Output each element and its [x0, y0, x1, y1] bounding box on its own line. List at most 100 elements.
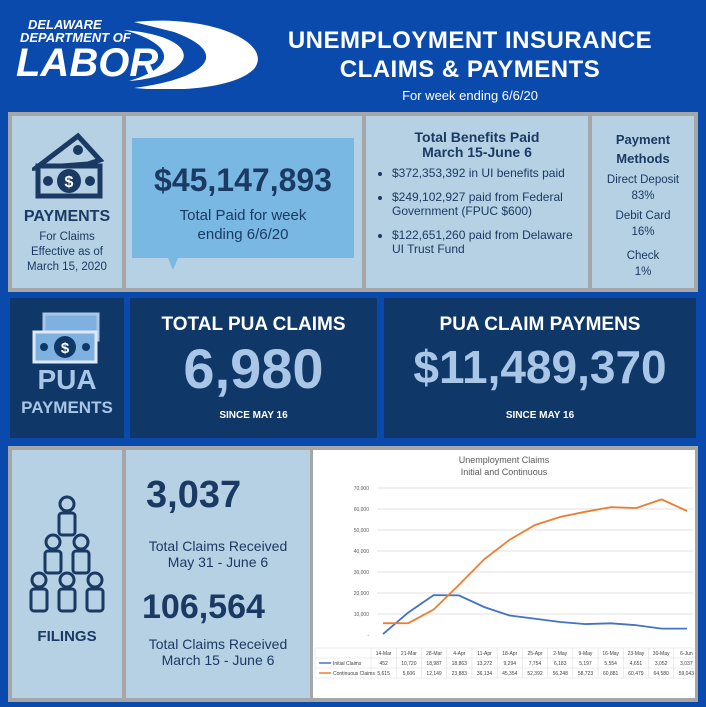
- table-cell: 3,037: [680, 661, 693, 667]
- y-tick-label: 60,000: [354, 507, 370, 513]
- methods-list: Direct Deposit 83% Debit Card 16% Check 1%: [592, 172, 694, 280]
- methods-title: Payment Methods: [592, 130, 694, 168]
- y-tick-label: 20,000: [354, 591, 370, 597]
- table-cell: 7,754: [529, 661, 542, 667]
- title-line: Methods: [616, 151, 670, 166]
- pua-payments-since: SINCE MAY 16: [505, 410, 575, 421]
- x-tick-label: 21-Mar: [401, 651, 417, 657]
- weekly-total-caption: Total Paid for week ending 6/6/20: [132, 206, 354, 244]
- pua-title: PUA: [37, 364, 97, 395]
- week-claims-caption: Total Claims Received May 31 - June 6: [126, 538, 310, 570]
- table-cell: 60,881: [603, 671, 619, 677]
- table-cell: 5,197: [579, 661, 592, 667]
- table-cell: 64,580: [654, 671, 670, 677]
- filings-label-panel: FILINGS: [12, 450, 122, 698]
- legend-label: Initial Claims: [333, 661, 362, 667]
- caption-line: ending 6/6/20: [197, 226, 289, 243]
- y-tick-label: 30,000: [354, 570, 370, 576]
- method-value: 83%: [631, 190, 655, 202]
- table-cell: 12,149: [426, 671, 442, 677]
- week-claims-value: 3,037: [146, 474, 242, 516]
- callout-pointer: [168, 258, 178, 270]
- table-cell: 60,479: [628, 671, 644, 677]
- caption-line: March 15, 2020: [27, 261, 107, 273]
- pua-payments-title: PUA CLAIM PAYMENS: [439, 314, 641, 335]
- table-cell: 18,987: [426, 661, 442, 667]
- x-tick-label: 25-Apr: [527, 651, 542, 657]
- x-tick-label: 11-Apr: [477, 651, 492, 657]
- caption-line: May 31 - June 6: [167, 554, 269, 570]
- y-tick-label: 40,000: [354, 549, 370, 555]
- total-claims-value: 106,564: [142, 588, 265, 626]
- logo-text-1: DELAWARE: [28, 17, 102, 32]
- page-title: UNEMPLOYMENT INSURANCE CLAIMS & PAYMENTS: [260, 26, 680, 84]
- benefits-list: $372,353,392 in UI benefits paid $249,10…: [392, 166, 586, 256]
- claims-line-chart: Unemployment Claims Initial and Continuou…: [314, 455, 695, 679]
- pua-payments-value: $11,489,370: [413, 341, 667, 393]
- series-line-initial-claims: [382, 594, 688, 635]
- table-cell: 58,723: [578, 671, 594, 677]
- table-cell: 9,294: [504, 661, 517, 667]
- table-cell: 23,883: [452, 671, 468, 677]
- caption-line: For Claims: [39, 231, 95, 243]
- payments-title: PAYMENTS: [23, 208, 111, 225]
- filings-title: FILINGS: [37, 628, 97, 645]
- table-cell: 52,392: [527, 671, 543, 677]
- caption-line: Total Claims Received: [148, 538, 288, 554]
- total-claims-caption: Total Claims Received March 15 - June 6: [126, 636, 310, 668]
- x-tick-label: 28-Mar: [426, 651, 442, 657]
- pua-claims-since: SINCE MAY 16: [219, 410, 288, 421]
- pua-claims-value: 6,980: [183, 337, 324, 400]
- table-cell: 5,606: [403, 671, 416, 677]
- benefits-title: Total Benefits Paid March 15-June 6: [366, 130, 588, 160]
- table-cell: 36,134: [477, 671, 493, 677]
- x-tick-label: 16-May: [602, 651, 619, 657]
- x-tick-label: 4-Apr: [453, 651, 466, 657]
- caption-line: March 15 - June 6: [161, 652, 275, 668]
- caption-line: Effective as of: [30, 246, 104, 258]
- table-cell: 56,248: [553, 671, 569, 677]
- x-tick-label: 6-Jun: [680, 651, 693, 657]
- legend-label: Continuous Claims: [333, 671, 375, 677]
- method-label: Debit Card: [615, 210, 671, 222]
- x-tick-label: 2-May: [553, 651, 567, 657]
- weekly-total-panel: $45,147,893 Total Paid for week ending 6/…: [126, 116, 362, 288]
- money-house-icon: $: [32, 132, 104, 199]
- method-label: Direct Deposit: [606, 174, 680, 186]
- y-tick-label: -: [367, 633, 369, 639]
- benefit-item: $122,651,260 paid from Delaware UI Trust…: [392, 228, 586, 256]
- table-cell: 45,354: [502, 671, 518, 677]
- logo-text-2: DEPARTMENT OF: [20, 30, 131, 45]
- x-tick-label: 18-Apr: [502, 651, 517, 657]
- logo-swoosh-icon: [124, 20, 258, 90]
- x-tick-label: 30-May: [653, 651, 670, 657]
- svg-text:$: $: [65, 174, 74, 191]
- weekly-total-value: $45,147,893: [154, 162, 332, 198]
- series-line-continuous-claims: [382, 498, 688, 625]
- x-tick-label: 23-May: [628, 651, 645, 657]
- table-cell: 5,615: [377, 671, 390, 677]
- pua-payments-panel: PUA CLAIM PAYMENS $11,489,370 SINCE MAY …: [384, 298, 696, 438]
- title-line-1: UNEMPLOYMENT INSURANCE: [287, 27, 653, 54]
- delaware-labor-logo: DELAWARE DEPARTMENT OF LABOR: [14, 14, 264, 90]
- chart-title: Unemployment Claims: [459, 455, 550, 465]
- title-line-2: CLAIMS & PAYMENTS: [339, 56, 601, 83]
- method-label: Check: [626, 250, 660, 262]
- table-cell: 18,863: [452, 661, 468, 667]
- claims-chart-panel: Unemployment Claims Initial and Continuou…: [313, 450, 695, 698]
- svg-text:$: $: [61, 340, 70, 357]
- caption-line: Total Claims Received: [148, 636, 288, 652]
- table-cell: 6,183: [554, 661, 567, 667]
- pua-label-panel: $ PUA PAYMENTS: [10, 298, 124, 438]
- payments-label-panel: $ PAYMENTS For Claims Effective as of Marc…: [12, 116, 122, 288]
- table-cell: 13,272: [477, 661, 493, 667]
- chart-subtitle: Initial and Continuous: [461, 467, 548, 477]
- filings-section: FILINGS 3,037 Total Claims Received May 3…: [8, 446, 698, 702]
- payment-methods-panel: Payment Methods Direct Deposit 83% Debit C…: [592, 116, 694, 288]
- y-tick-label: 70,000: [354, 486, 370, 492]
- weekly-total-callout: [132, 138, 354, 258]
- table-cell: 59,043: [679, 671, 695, 677]
- table-cell: 10,720: [401, 661, 417, 667]
- table-cell: 5,554: [604, 661, 617, 667]
